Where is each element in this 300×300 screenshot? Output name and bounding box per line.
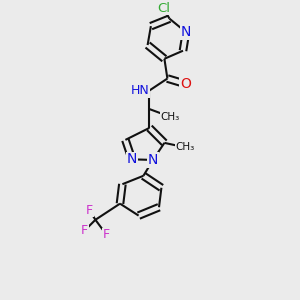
Text: HN: HN (131, 84, 149, 97)
Text: CH₃: CH₃ (161, 112, 180, 122)
Text: F: F (86, 204, 93, 217)
Text: O: O (180, 77, 191, 91)
Text: F: F (103, 228, 110, 241)
Text: N: N (181, 25, 191, 39)
Text: Cl: Cl (157, 2, 170, 15)
Text: N: N (127, 152, 137, 166)
Text: N: N (148, 153, 158, 167)
Text: CH₃: CH₃ (176, 142, 195, 152)
Text: F: F (81, 224, 88, 237)
